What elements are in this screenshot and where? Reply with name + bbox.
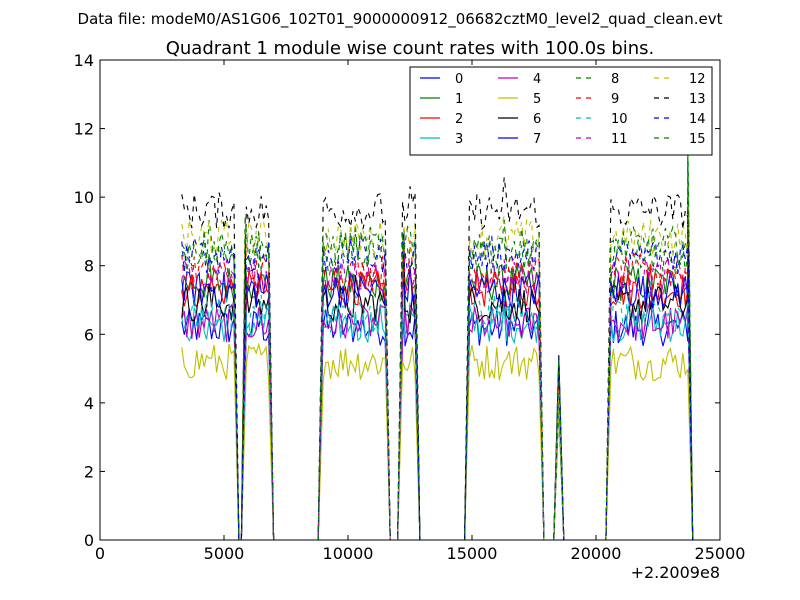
legend-label-3: 3 [455,132,463,147]
plot-frame [99,59,721,541]
series-line-13 [181,177,694,541]
y-tick-label: 0 [84,531,94,550]
x-offset-label: +2.2009e8 [631,563,720,582]
legend-label-4: 4 [533,72,541,87]
x-tick-label: 25000 [695,544,746,563]
series-line-10 [181,279,694,541]
x-tick-label: 15000 [447,544,498,563]
legend-label-10: 10 [611,112,628,127]
chart-title: Quadrant 1 module wise count rates with … [166,38,655,59]
y-tick-label: 14 [74,51,94,70]
y-tick-label: 8 [84,257,94,276]
y-tick-label: 12 [74,120,94,139]
legend-label-6: 6 [533,112,541,127]
legend-label-11: 11 [611,132,628,147]
legend-label-15: 15 [689,132,706,147]
legend-label-12: 12 [689,72,706,87]
legend-label-5: 5 [533,92,541,107]
y-tick-label: 4 [84,394,94,413]
x-tick-label: 0 [95,544,105,563]
figure-suptitle: Data file: modeM0/AS1G06_102T01_90000009… [78,10,723,29]
y-tick-label: 6 [84,325,94,344]
legend-label-9: 9 [611,92,619,107]
x-tick-label: 5000 [204,544,245,563]
legend-label-14: 14 [689,112,706,127]
y-tick-label: 2 [84,462,94,481]
x-tick-label: 20000 [571,544,622,563]
legend-label-8: 8 [611,72,619,87]
x-tick-label: 10000 [323,544,374,563]
legend-label-1: 1 [455,92,463,107]
legend-label-7: 7 [533,132,541,147]
series-line-14 [181,234,694,541]
legend-label-2: 2 [455,112,463,127]
legend-frame [409,66,713,156]
y-tick-label: 10 [74,188,94,207]
legend-label-13: 13 [689,92,706,107]
legend-label-0: 0 [455,72,463,87]
